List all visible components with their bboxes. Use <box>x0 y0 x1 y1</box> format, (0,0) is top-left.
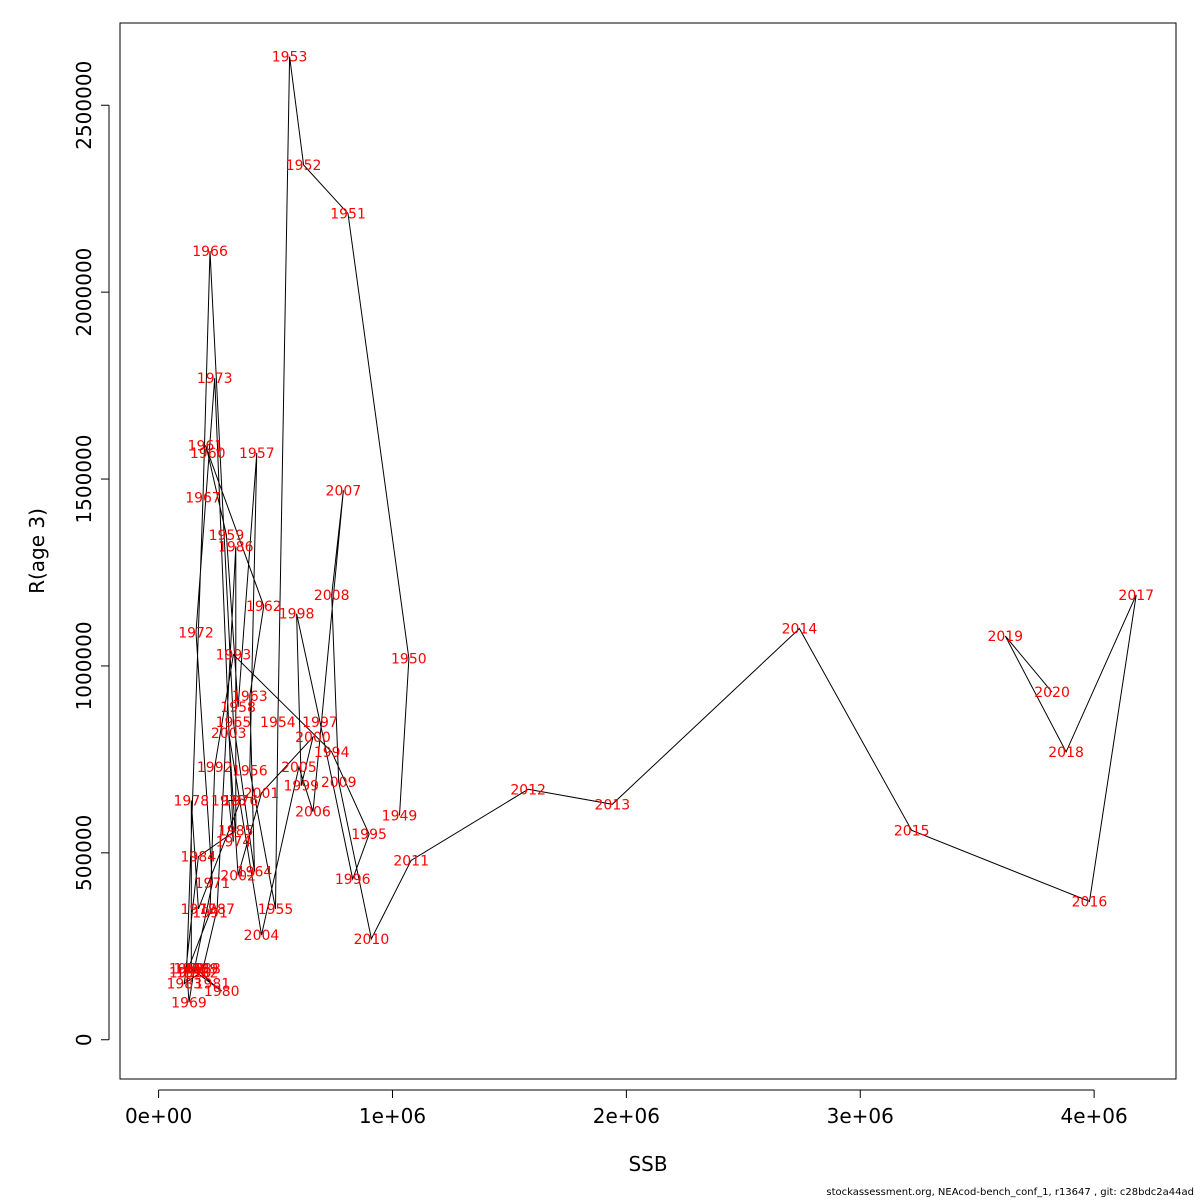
year-label-1973: 1973 <box>197 371 233 387</box>
year-label-1983: 1983 <box>166 977 202 993</box>
year-label-1988: 1988 <box>185 962 221 978</box>
x-tick-label: 3e+06 <box>827 1104 894 1128</box>
year-label-1974: 1974 <box>216 835 252 851</box>
year-label-1978: 1978 <box>174 794 210 810</box>
year-label-1987: 1987 <box>199 902 235 918</box>
year-label-1952: 1952 <box>286 158 322 174</box>
year-label-2007: 2007 <box>326 483 362 499</box>
year-label-1958: 1958 <box>220 700 256 716</box>
year-label-1970: 1970 <box>176 965 212 981</box>
year-label-2015: 2015 <box>894 823 930 839</box>
year-label-2003: 2003 <box>211 726 247 742</box>
year-label-1995: 1995 <box>351 827 387 843</box>
x-tick-label: 0e+00 <box>125 1104 192 1128</box>
year-label-2005: 2005 <box>281 760 317 776</box>
year-label-1979: 1979 <box>174 962 210 978</box>
year-label-1989: 1989 <box>183 962 219 978</box>
year-label-1966: 1966 <box>192 244 228 260</box>
year-label-1968: 1968 <box>169 962 205 978</box>
year-label-1956: 1956 <box>232 764 268 780</box>
y-tick-label: 1500000 <box>72 435 96 524</box>
year-label-2008: 2008 <box>314 588 350 604</box>
y-tick-label: 2500000 <box>72 61 96 150</box>
year-label-1950: 1950 <box>391 651 427 667</box>
x-tick-label: 4e+06 <box>1061 1104 1128 1128</box>
year-label-1984: 1984 <box>181 850 217 866</box>
year-label-1962: 1962 <box>246 599 282 615</box>
year-label-1959: 1959 <box>209 528 245 544</box>
year-label-1954: 1954 <box>260 715 296 731</box>
year-label-2013: 2013 <box>595 797 631 813</box>
y-axis: 0 500000 1000000 1500000 2000000 2500000 <box>72 61 110 1046</box>
year-label-1976: 1976 <box>223 794 259 810</box>
year-label-1980: 1980 <box>204 984 240 1000</box>
year-label-1953: 1953 <box>272 50 308 66</box>
year-label-2017: 2017 <box>1118 588 1154 604</box>
year-label-1969: 1969 <box>171 995 207 1011</box>
year-label-2014: 2014 <box>782 622 818 638</box>
year-label-1986: 1986 <box>218 539 254 555</box>
year-label-1951: 1951 <box>330 207 366 223</box>
year-label-1981: 1981 <box>195 977 231 993</box>
y-tick-label: 500000 <box>72 815 96 891</box>
year-label-1982: 1982 <box>183 965 219 981</box>
year-label-2019: 2019 <box>987 629 1023 645</box>
year-label-1993: 1993 <box>216 648 252 664</box>
year-label-1991: 1991 <box>192 906 228 922</box>
year-label-1972: 1972 <box>178 625 214 641</box>
x-axis: 0e+00 1e+06 2e+06 3e+06 4e+06 <box>125 1089 1128 1128</box>
year-label-2010: 2010 <box>354 932 390 948</box>
year-label-1990: 1990 <box>169 965 205 981</box>
year-label-1960: 1960 <box>190 446 226 462</box>
year-label-1977: 1977 <box>181 902 217 918</box>
year-label-1997: 1997 <box>302 715 338 731</box>
year-labels: 1949 1950 1951 1952 1953 1954 1955 1956 1957 1958… <box>166 50 1154 1012</box>
y-tick-label: 0 <box>72 1033 96 1046</box>
year-label-1949: 1949 <box>382 808 418 824</box>
year-label-1998: 1998 <box>279 607 315 623</box>
year-label-2000: 2000 <box>295 730 331 746</box>
year-label-2004: 2004 <box>244 928 280 944</box>
year-label-1965: 1965 <box>216 715 252 731</box>
year-label-2020: 2020 <box>1034 685 1070 701</box>
y-tick-label: 1000000 <box>72 621 96 710</box>
year-label-1955: 1955 <box>258 902 294 918</box>
year-label-2009: 2009 <box>321 775 357 791</box>
year-label-2016: 2016 <box>1072 894 1108 910</box>
year-label-1967: 1967 <box>185 491 221 507</box>
footer-note: stockassessment.org, NEAcod-bench_conf_1… <box>826 1187 1194 1198</box>
year-label-1957: 1957 <box>239 446 275 462</box>
x-tick-label: 1e+06 <box>359 1104 426 1128</box>
year-label-1996: 1996 <box>335 872 371 888</box>
x-tick-label: 2e+06 <box>593 1104 660 1128</box>
year-label-2006: 2006 <box>295 805 331 821</box>
year-label-2018: 2018 <box>1048 745 1084 761</box>
year-label-2002: 2002 <box>220 868 256 884</box>
year-label-1994: 1994 <box>314 745 350 761</box>
y-tick-label: 2000000 <box>72 248 96 337</box>
year-label-2011: 2011 <box>393 853 429 869</box>
year-label-1992: 1992 <box>197 760 233 776</box>
series-line <box>183 56 1137 1003</box>
y-axis-title: R(age 3) <box>25 508 49 594</box>
year-label-1999: 1999 <box>283 779 319 795</box>
plot-frame <box>119 22 1177 1080</box>
year-label-1963: 1963 <box>232 689 268 705</box>
year-label-1964: 1964 <box>237 865 273 881</box>
year-label-2001: 2001 <box>244 786 280 802</box>
year-label-1971: 1971 <box>195 876 231 892</box>
year-label-1961: 1961 <box>188 438 224 454</box>
year-label-1975: 1975 <box>211 794 247 810</box>
year-label-2012: 2012 <box>510 782 546 798</box>
x-axis-title: SSB <box>628 1152 667 1176</box>
year-label-1985: 1985 <box>218 823 254 839</box>
